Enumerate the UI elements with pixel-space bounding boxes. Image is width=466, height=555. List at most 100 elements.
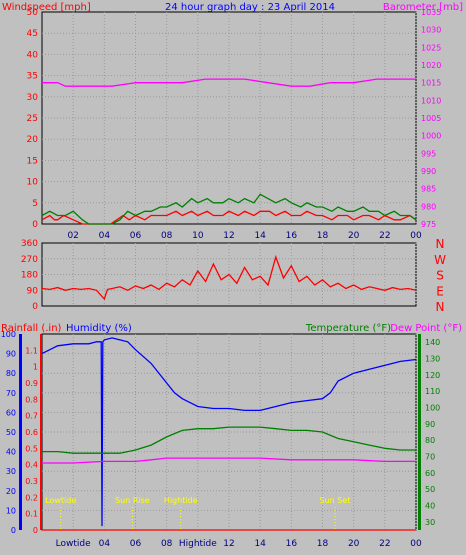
barometer-tick-label: 995: [421, 149, 436, 158]
hour-tick-label: 16: [286, 539, 298, 549]
hour-tick-label: 00: [410, 539, 422, 549]
windspeed-axis-label: Windspeed [mph]: [2, 2, 91, 13]
barometer-tick-label: 1010: [421, 96, 441, 105]
rainfall-tick-label: 0.4: [25, 461, 38, 470]
barometer-tick-label: 990: [421, 167, 436, 176]
barometer-tick-label: 1025: [421, 43, 441, 52]
barometer-tick-label: 1020: [421, 61, 441, 70]
direction-tick-label: 360: [21, 239, 38, 249]
rainfall-axis-label: Rainfall (.in): [1, 323, 62, 334]
hour-tick-label: 16: [286, 231, 298, 241]
windspeed-tick-label: 35: [27, 72, 38, 82]
rainfall-tick-label: 0.7: [25, 412, 38, 421]
hour-tick-label: 02: [67, 231, 78, 241]
event-marker-label: Lowtide: [45, 496, 76, 505]
hour-tick-label: Hightide: [179, 539, 217, 549]
compass-label: N: [436, 300, 445, 314]
chart-title: 24 hour graph day : 23 April 2014: [165, 2, 335, 13]
windspeed-tick-label: 15: [27, 156, 38, 166]
direction-tick-label: 90: [27, 286, 39, 296]
hour-tick-label: 06: [130, 539, 142, 549]
dewpoint-axis-label: Dew Point (°F): [390, 323, 462, 334]
barometer-tick-label: 980: [421, 202, 436, 211]
direction-tick-label: 270: [21, 255, 38, 265]
compass-label: W: [434, 253, 446, 267]
hour-tick-label: 18: [317, 231, 329, 241]
barometer-tick-label: 1015: [421, 79, 441, 88]
wind-barometer-panel: Windspeed [mph] 24 hour graph day : 23 A…: [2, 2, 463, 241]
humidity-tick-label: 80: [6, 369, 16, 378]
windspeed-tick-label: 10: [27, 178, 39, 188]
barometer-tick-label: 1000: [421, 132, 441, 141]
hour-tick-label: 22: [379, 539, 390, 549]
hour-tick-label: 20: [348, 539, 360, 549]
rainfall-tick-label: 0.9: [25, 379, 38, 388]
hour-tick-label: 14: [254, 231, 266, 241]
windspeed-tick-label: 45: [27, 29, 38, 39]
rainfall-tick-label: 1: [33, 363, 38, 372]
hour-tick-label: 20: [348, 231, 360, 241]
hour-tick-label: 22: [379, 231, 390, 241]
rainfall-tick-label: 1.1: [25, 346, 38, 355]
temperature-line: [42, 426, 416, 454]
humidity-tick-label: 50: [6, 428, 16, 437]
temperature-tick-label: 110: [425, 387, 440, 396]
humidity-tick-label: 10: [6, 506, 16, 515]
direction-tick-label: 180: [21, 271, 38, 281]
windspeed-tick-label: 25: [27, 114, 38, 124]
temperature-axis-label: Temperature (°F): [305, 323, 391, 334]
humidity-line: [41, 337, 417, 527]
rain-humidity-temperature-panel: Rainfall (.in) Humidity (%) Temperature …: [1, 323, 462, 549]
humidity-tick-label: 70: [6, 389, 16, 398]
rain-axis-bar: [40, 334, 42, 530]
hour-tick-label: 10: [192, 231, 204, 241]
rainfall-tick-label: 0.5: [25, 444, 38, 453]
humidity-tick-label: 100: [1, 330, 16, 339]
humidity-tick-label: 90: [6, 350, 16, 359]
temperature-tick-label: 100: [425, 404, 440, 413]
temperature-axis-bar: [418, 334, 421, 530]
temperature-tick-label: 140: [425, 338, 440, 347]
windspeed-tick-label: 40: [27, 50, 39, 60]
humidity-axis-label: Humidity (%): [66, 323, 132, 334]
rainfall-tick-label: 0.3: [25, 477, 38, 486]
humidity-axis-bar: [19, 334, 22, 530]
dewpoint-line: [42, 457, 416, 464]
windspeed-tick-label: 20: [27, 135, 39, 145]
humidity-tick-label: 60: [6, 408, 16, 417]
rainfall-tick-label: 0.8: [25, 395, 38, 404]
windspeed-tick-label: 50: [27, 8, 39, 18]
hour-tick-label: 08: [161, 539, 173, 549]
windspeed-tick-label: 0: [32, 220, 38, 230]
temperature-tick-label: 60: [425, 469, 435, 478]
humidity-tick-label: 0: [11, 526, 16, 535]
temperature-tick-label: 120: [425, 371, 440, 380]
direction-tick-label: 0: [32, 302, 38, 312]
humidity-tick-label: 40: [6, 448, 16, 457]
temperature-tick-label: 90: [425, 420, 435, 429]
humidity-tick-label: 20: [6, 487, 16, 496]
temperature-tick-label: 130: [425, 355, 440, 364]
hour-tick-label: 12: [223, 231, 234, 241]
hour-tick-label: Lowtide: [56, 539, 91, 549]
barometer-tick-label: 1035: [421, 8, 441, 17]
temperature-tick-label: 50: [425, 485, 435, 494]
hour-tick-label: 06: [130, 231, 142, 241]
event-marker-label: Sun Rise: [115, 496, 150, 505]
hour-tick-label: 04: [99, 231, 111, 241]
barometer-axis-label: Barometer [mb]: [383, 2, 463, 13]
event-marker-label: Sun Set: [320, 496, 351, 505]
compass-label: E: [436, 284, 444, 298]
wind-speed-line: [41, 193, 417, 225]
temperature-tick-label: 70: [425, 453, 435, 462]
barometer-line: [42, 78, 416, 87]
temperature-tick-label: 40: [425, 502, 435, 511]
compass-label: N: [436, 237, 445, 251]
rainfall-tick-label: 0.6: [25, 428, 38, 437]
hour-tick-label: 12: [223, 539, 234, 549]
windspeed-tick-label: 5: [32, 199, 38, 209]
rainfall-tick-label: 0: [33, 526, 38, 535]
event-marker-label: Hightide: [164, 496, 198, 505]
